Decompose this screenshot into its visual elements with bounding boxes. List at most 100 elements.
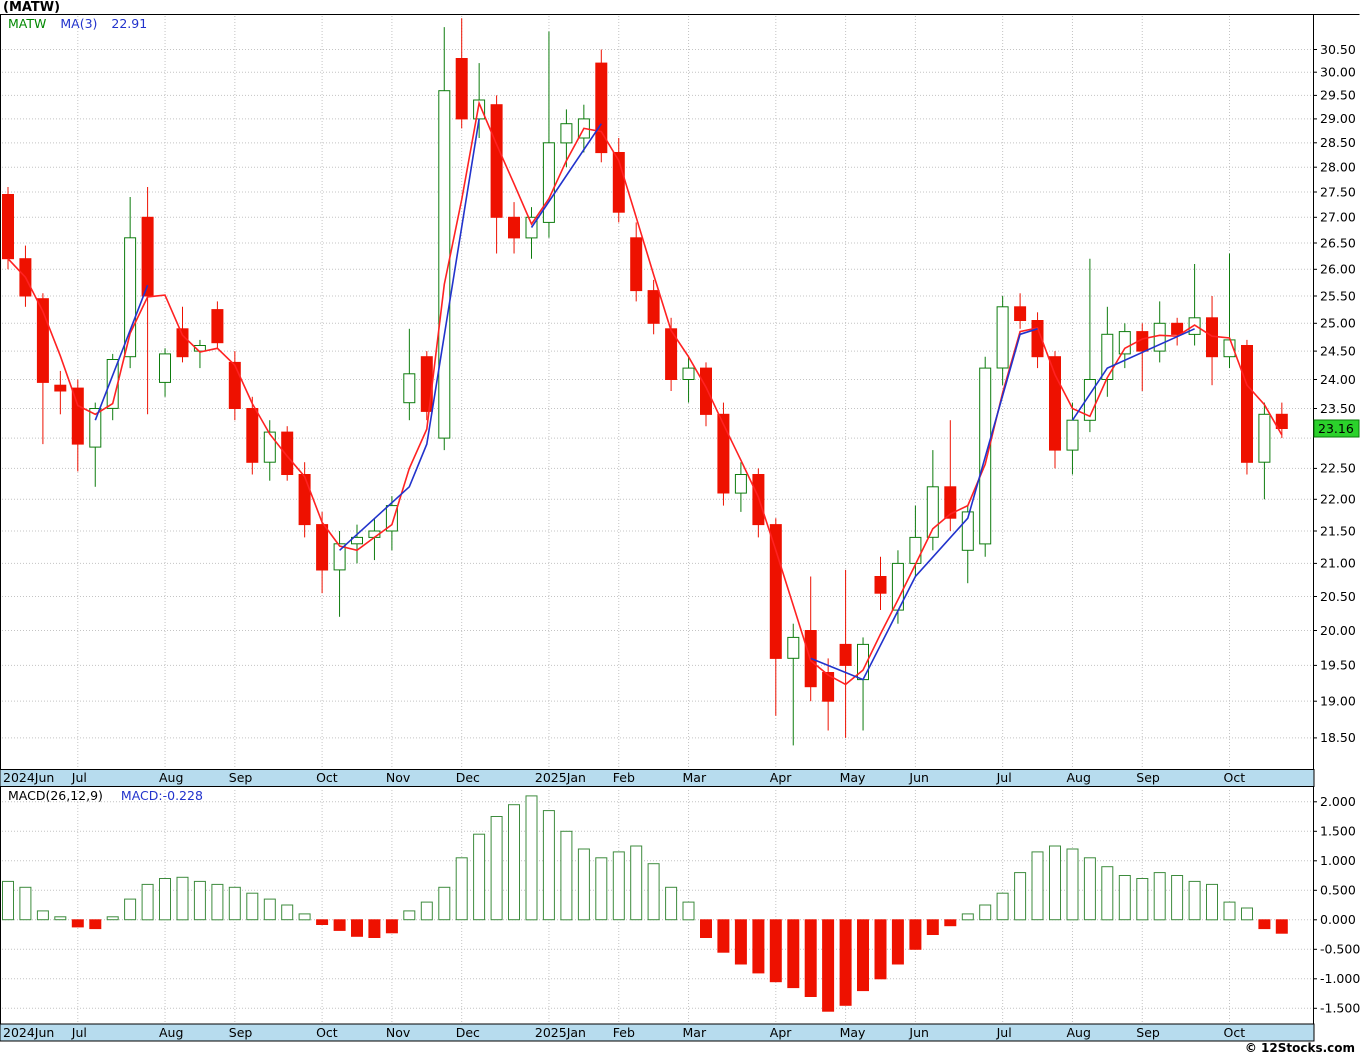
candle bbox=[1101, 306, 1114, 397]
month-label: Sep bbox=[229, 770, 253, 785]
month-label: 2024Jun bbox=[3, 1025, 54, 1040]
candle bbox=[455, 18, 468, 129]
month-label: Apr bbox=[770, 770, 792, 785]
candle bbox=[263, 420, 276, 481]
macd-bar bbox=[246, 892, 259, 921]
month-label: Apr bbox=[770, 1025, 792, 1040]
macd-bar bbox=[647, 863, 660, 921]
price-tick-label: 30.50 bbox=[1320, 42, 1356, 57]
candle bbox=[944, 420, 957, 531]
month-label: Jul bbox=[996, 1025, 1012, 1040]
candle bbox=[595, 49, 608, 163]
candle bbox=[368, 518, 381, 561]
price-tick-label: 26.00 bbox=[1320, 262, 1356, 277]
price-tick-label: 30.00 bbox=[1320, 65, 1356, 80]
candle bbox=[1083, 258, 1096, 433]
price-tick-label: 21.50 bbox=[1320, 523, 1356, 538]
macd-bar bbox=[124, 898, 137, 921]
macd-tick-label: -1.500 bbox=[1320, 1001, 1360, 1016]
candle bbox=[228, 351, 241, 421]
month-label: May bbox=[840, 770, 866, 785]
price-tick-label: 27.00 bbox=[1320, 210, 1356, 225]
macd-bar bbox=[577, 848, 590, 921]
candle bbox=[1241, 339, 1253, 475]
month-label: May bbox=[840, 1025, 866, 1040]
macd-bar bbox=[211, 883, 224, 921]
macd-bar bbox=[1188, 880, 1201, 921]
macd-bar bbox=[560, 830, 573, 921]
price-tick-label: 25.00 bbox=[1320, 316, 1356, 331]
candle bbox=[804, 576, 817, 702]
price-tick-label: 25.50 bbox=[1320, 288, 1356, 303]
macd-bar bbox=[839, 919, 852, 1006]
candle bbox=[839, 569, 852, 738]
candle bbox=[490, 95, 503, 254]
macd-bar bbox=[19, 886, 32, 921]
macd-bar bbox=[682, 901, 695, 921]
month-label: Aug bbox=[1067, 770, 1091, 785]
candle bbox=[630, 222, 643, 302]
price-tick-label: 24.00 bbox=[1320, 372, 1356, 387]
x-axis-band-bottom bbox=[0, 1023, 1315, 1042]
macd-bar bbox=[804, 919, 817, 997]
candle bbox=[682, 356, 695, 403]
candle bbox=[141, 187, 154, 415]
price-tick-label: 29.00 bbox=[1320, 111, 1356, 126]
month-label: Sep bbox=[1136, 770, 1160, 785]
candle bbox=[752, 468, 765, 538]
month-label: Oct bbox=[316, 770, 338, 785]
macd-bar bbox=[351, 919, 363, 937]
macd-bar bbox=[490, 816, 503, 921]
last-price-value: 23.16 bbox=[1318, 421, 1354, 436]
macd-bar bbox=[822, 919, 835, 1012]
macd-bar bbox=[1031, 851, 1044, 921]
candle bbox=[926, 450, 939, 551]
candle bbox=[525, 207, 538, 259]
macd-bar bbox=[1206, 883, 1218, 921]
macd-bar bbox=[700, 919, 712, 938]
macd-bar bbox=[525, 795, 538, 921]
macd-bar bbox=[1258, 919, 1271, 930]
copyright-label: © 12Stocks.com bbox=[1244, 1041, 1355, 1055]
candle bbox=[36, 293, 49, 445]
candle bbox=[1031, 312, 1044, 369]
price-tick-label: 26.50 bbox=[1320, 235, 1356, 250]
month-label: Dec bbox=[456, 770, 480, 785]
symbol-label: MATW bbox=[8, 16, 47, 31]
macd-bar bbox=[630, 845, 643, 921]
y-axis-labels: 30.50 30.00 29.50 29.00 28.50 28.00 27.50 27.00… bbox=[1313, 42, 1360, 1016]
ma-label: MA(3) bbox=[60, 16, 98, 31]
macd-tick-label: 0.500 bbox=[1320, 883, 1356, 898]
macd-bar bbox=[926, 919, 939, 935]
candle bbox=[159, 348, 171, 397]
x-axis-band-top bbox=[0, 769, 1315, 787]
macd-bar bbox=[1118, 875, 1131, 921]
macd-tick-label: 1.500 bbox=[1320, 824, 1356, 839]
macd-legend: MACD(26,12,9) MACD:-0.228 bbox=[8, 788, 213, 803]
macd-bar bbox=[909, 919, 922, 950]
macd-bar bbox=[1083, 857, 1096, 921]
macd-bar bbox=[665, 886, 678, 921]
month-label: Feb bbox=[613, 1025, 635, 1040]
candle bbox=[124, 197, 137, 369]
macd-bar bbox=[420, 901, 433, 921]
month-label: 2025Jan bbox=[535, 1025, 586, 1040]
month-label: 2025Jan bbox=[535, 770, 586, 785]
price-tick-label: 24.50 bbox=[1320, 343, 1356, 358]
candle bbox=[1153, 301, 1166, 363]
month-label: Aug bbox=[159, 1025, 183, 1040]
trend-segment bbox=[530, 123, 602, 228]
macd-bar bbox=[141, 883, 154, 921]
candle bbox=[647, 279, 660, 335]
macd-bar bbox=[752, 919, 765, 974]
price-tick-label: 20.00 bbox=[1320, 623, 1356, 638]
candle bbox=[54, 370, 67, 415]
candle bbox=[298, 462, 311, 538]
macd-bar bbox=[1153, 872, 1166, 921]
macd-params-label: MACD(26,12,9) bbox=[8, 788, 103, 803]
candle bbox=[420, 351, 433, 421]
candle bbox=[2, 187, 14, 270]
candle bbox=[700, 362, 712, 427]
